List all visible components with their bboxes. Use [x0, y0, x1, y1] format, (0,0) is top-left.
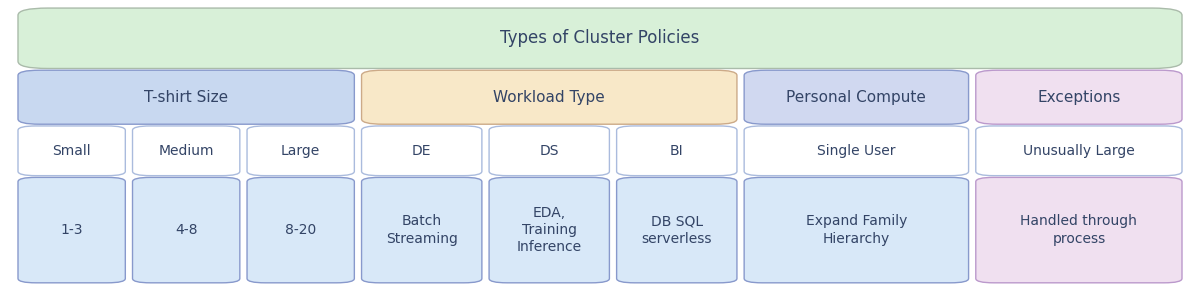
Text: Workload Type: Workload Type [493, 90, 605, 105]
Text: Types of Cluster Policies: Types of Cluster Policies [500, 29, 700, 47]
FancyBboxPatch shape [617, 126, 737, 176]
Text: DB SQL
serverless: DB SQL serverless [642, 215, 712, 246]
FancyBboxPatch shape [361, 177, 482, 283]
FancyBboxPatch shape [744, 126, 968, 176]
Text: EDA,
Training
Inference: EDA, Training Inference [517, 206, 582, 254]
Text: DE: DE [412, 144, 432, 158]
Text: 1-3: 1-3 [60, 223, 83, 237]
Text: T-shirt Size: T-shirt Size [144, 90, 228, 105]
FancyBboxPatch shape [18, 177, 125, 283]
FancyBboxPatch shape [132, 126, 240, 176]
FancyBboxPatch shape [247, 126, 354, 176]
Text: Batch
Streaming: Batch Streaming [385, 215, 457, 246]
FancyBboxPatch shape [490, 126, 610, 176]
FancyBboxPatch shape [361, 70, 737, 124]
Text: Small: Small [53, 144, 91, 158]
Text: BI: BI [670, 144, 684, 158]
FancyBboxPatch shape [744, 70, 968, 124]
FancyBboxPatch shape [18, 70, 354, 124]
Text: Unusually Large: Unusually Large [1024, 144, 1135, 158]
FancyBboxPatch shape [247, 177, 354, 283]
Text: Personal Compute: Personal Compute [786, 90, 926, 105]
FancyBboxPatch shape [617, 177, 737, 283]
Text: Exceptions: Exceptions [1037, 90, 1121, 105]
FancyBboxPatch shape [976, 177, 1182, 283]
Text: Single User: Single User [817, 144, 895, 158]
Text: Expand Family
Hierarchy: Expand Family Hierarchy [805, 215, 907, 246]
FancyBboxPatch shape [976, 70, 1182, 124]
Text: Medium: Medium [158, 144, 214, 158]
FancyBboxPatch shape [18, 126, 125, 176]
FancyBboxPatch shape [132, 177, 240, 283]
Text: 4-8: 4-8 [175, 223, 198, 237]
FancyBboxPatch shape [976, 126, 1182, 176]
FancyBboxPatch shape [361, 126, 482, 176]
FancyBboxPatch shape [490, 177, 610, 283]
Text: Handled through
process: Handled through process [1020, 215, 1138, 246]
FancyBboxPatch shape [18, 8, 1182, 69]
Text: DS: DS [540, 144, 559, 158]
FancyBboxPatch shape [744, 177, 968, 283]
Text: Large: Large [281, 144, 320, 158]
Text: 8-20: 8-20 [286, 223, 317, 237]
